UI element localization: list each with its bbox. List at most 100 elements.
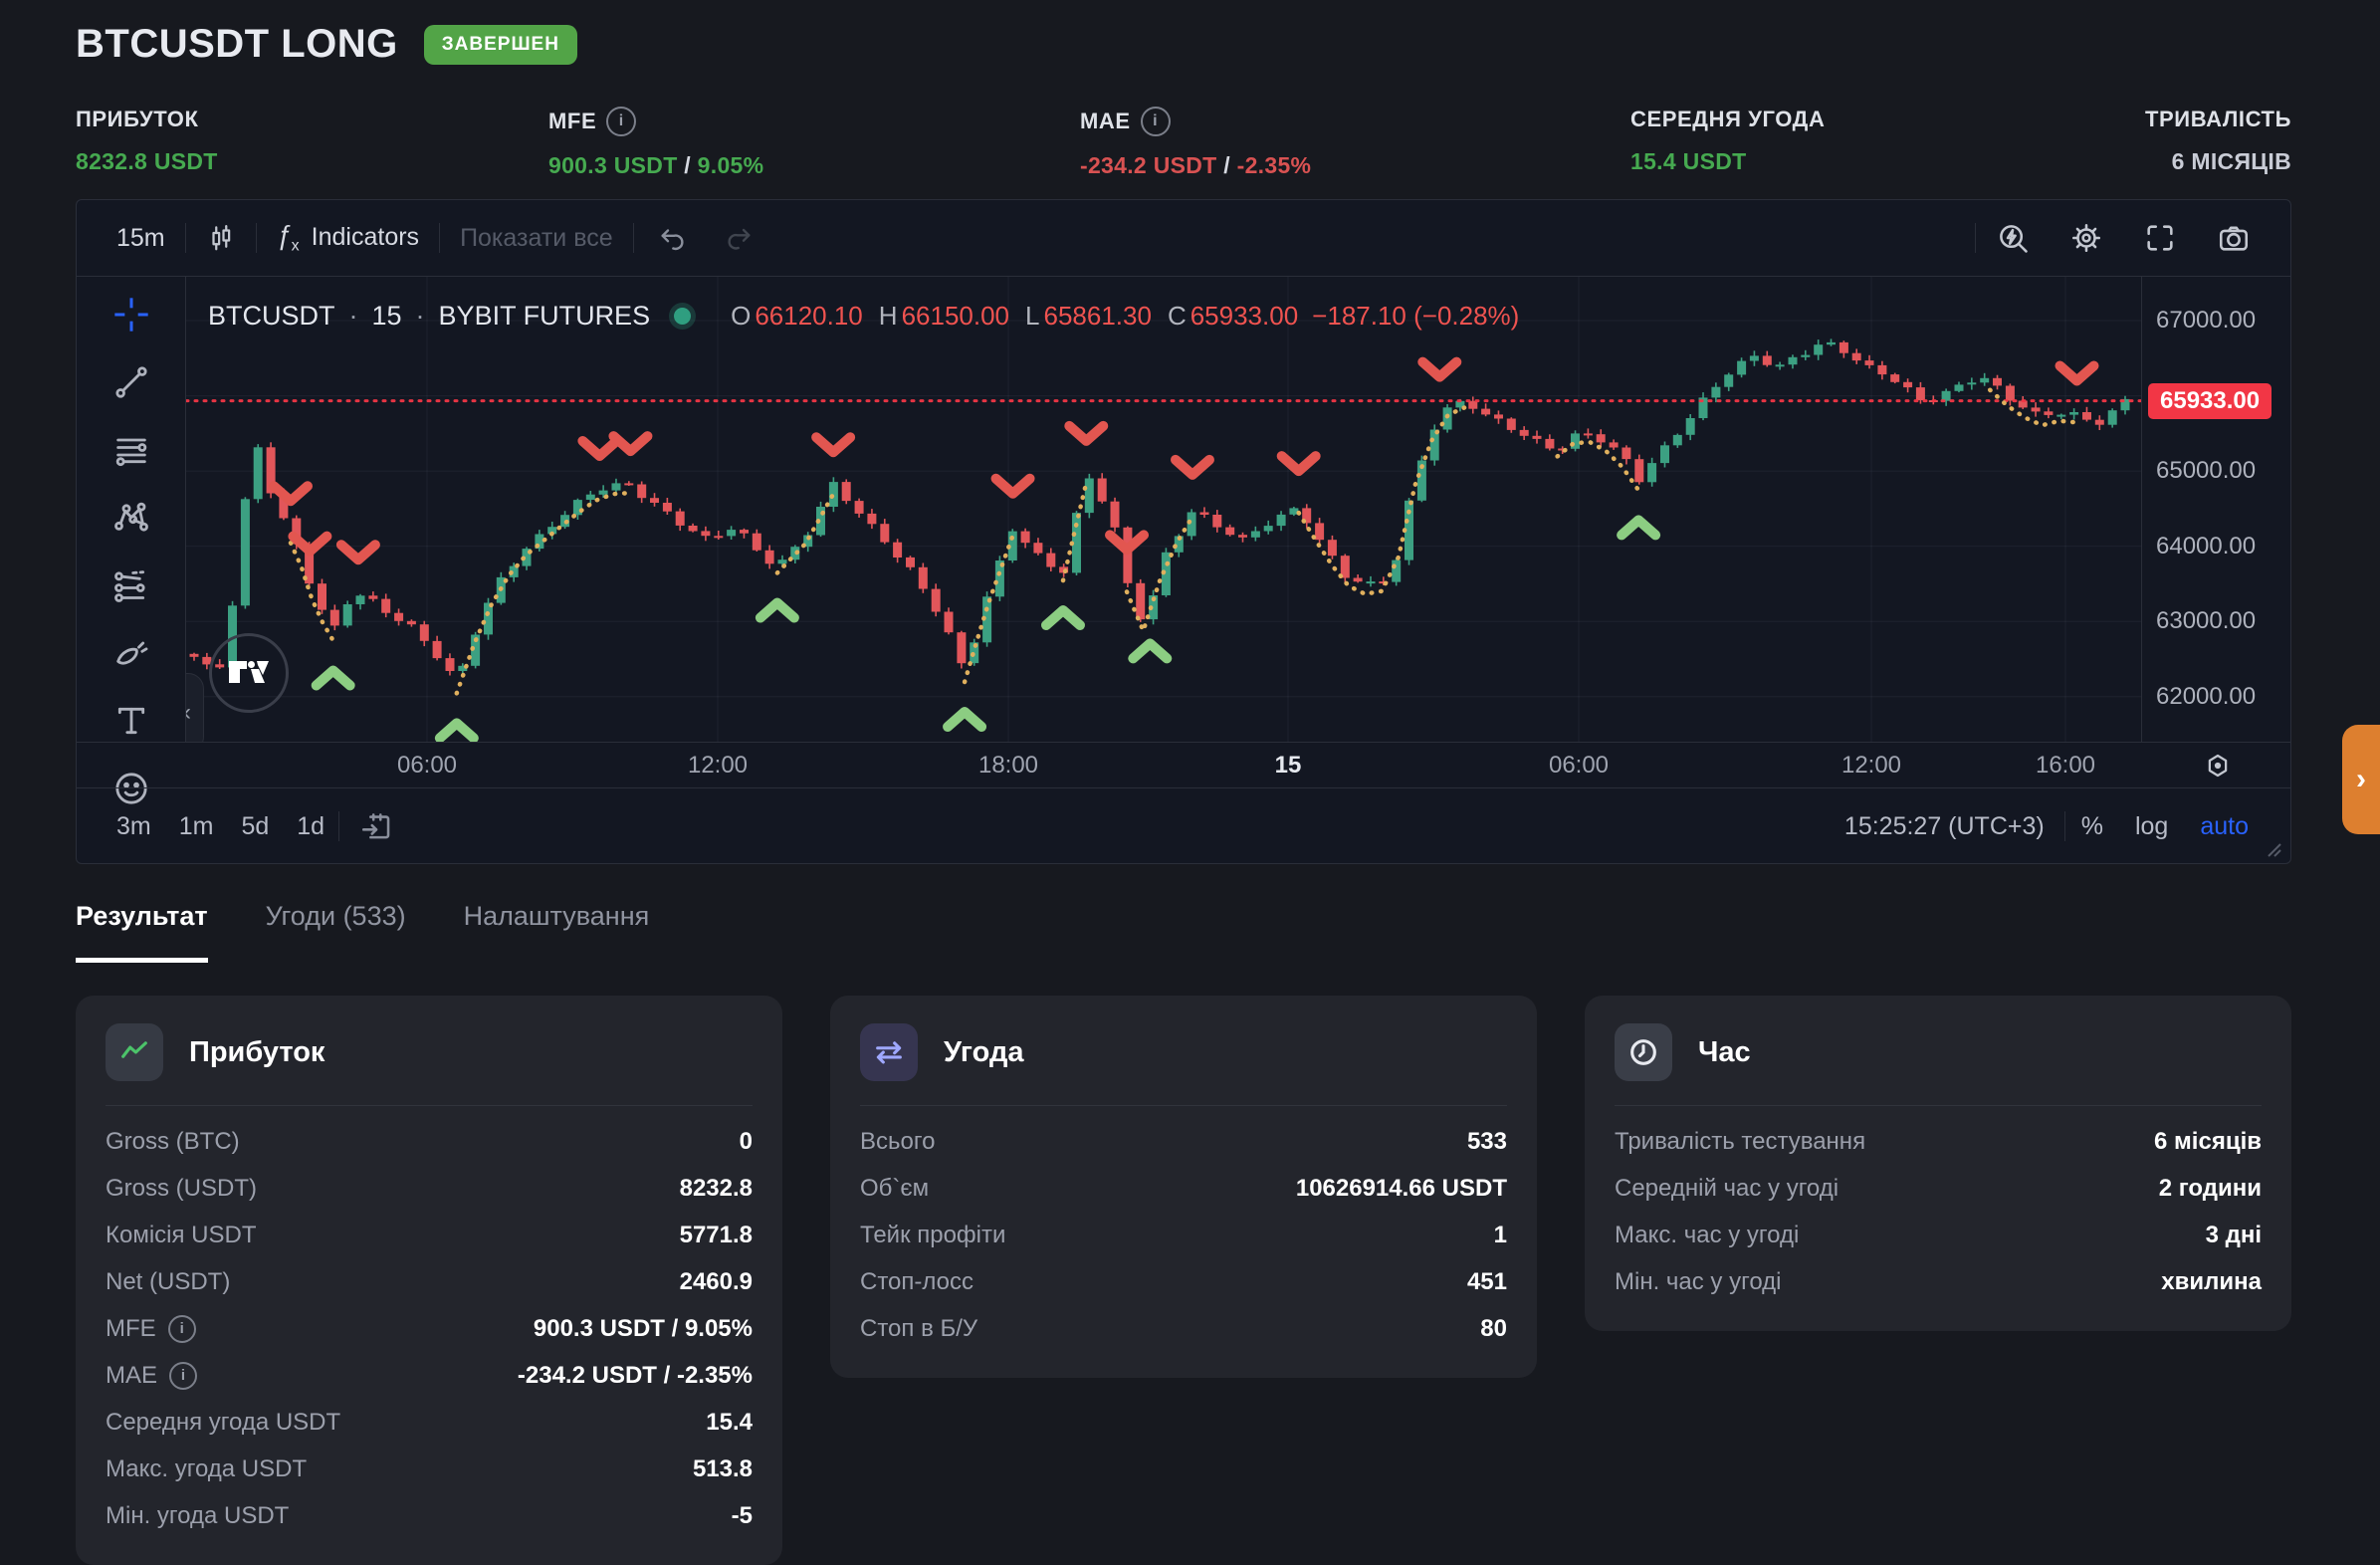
tab-active[interactable]: Результат [76,901,208,963]
legend-ohlc: O 66120.10 H 66150.00 L 65861.30 C 65933.00 … [731,301,1520,331]
stat-row-label: Стоп-лосс [860,1267,974,1295]
collapse-toolbar-handle[interactable]: ‹ [186,673,204,742]
stat-row: Середня угода USDT 15.4 [106,1399,753,1446]
trade-card-header: Угода [860,996,1507,1106]
brush-icon [115,641,147,665]
x-axis-label: 06:00 [396,752,458,779]
chart-plot[interactable]: BTCUSDT · 15 · BYBIT FUTURES O 66120.10 H… [186,277,2141,742]
chart-mid: BTCUSDT · 15 · BYBIT FUTURES O 66120.10 H… [77,277,2290,804]
range-button[interactable]: 1d [297,811,325,840]
legend-symbol[interactable]: BTCUSDT [208,301,335,331]
stat-row-value: 15.4 [706,1408,753,1436]
stat-row-label: Комісія USDT [106,1221,257,1248]
x-axis-label: 16:00 [2035,752,2096,779]
clock-display[interactable]: 15:25:27 (UTC+3) [1843,811,2045,840]
tradingview-watermark [209,633,289,713]
fullscreen-button[interactable] [2123,221,2197,255]
divider [184,223,186,253]
smiley-icon [114,773,147,804]
trade-card-rows: Всього 533 Об`єм 10626914.66 USDT Тейк профі… [860,1106,1507,1378]
axis-settings-icon[interactable] [2203,751,2233,785]
text-tool[interactable] [109,701,153,741]
time-icon [1615,1023,1672,1081]
chart-style-button[interactable] [186,223,256,253]
stat-row-value: -5 [731,1501,753,1529]
result-tabs: Результат Угоди (533) Налаштування [76,901,649,963]
side-panel-toggle[interactable]: › [2342,725,2380,834]
stat-row: Gross (BTC) 0 [106,1118,753,1165]
info-icon[interactable]: i [1140,107,1171,136]
resize-handle-icon[interactable] [2261,836,2282,858]
redo-icon [728,228,751,250]
interval-button[interactable]: 15m [116,223,165,252]
trend-line-icon [114,366,147,398]
range-button[interactable]: 3m [116,811,151,840]
info-icon[interactable]: i [167,1314,196,1343]
tab-item[interactable]: Налаштування [463,901,650,931]
stat-row: Стоп в Б/У 80 [860,1305,1507,1352]
stat-mfe: MFE i 900.3 USDT / 9.05% [548,107,763,179]
profit-icon [106,1023,163,1081]
stat-profit: ПРИБУТОК 8232.8 USDT [76,107,218,175]
stat-row-label: Стоп в Б/У [860,1314,978,1342]
stat-avg-trade-value: 15.4 USDT [1630,148,1747,174]
stat-row-value: 10626914.66 USDT [1295,1174,1507,1202]
x-axis-label: 12:00 [1840,752,1902,779]
chart-footer: 3m 1m 5d 1d 15:25:27 (UTC+3) % log auto [77,787,2290,864]
stat-avg-trade-label: СЕРЕДНЯ УГОДА [1630,107,1826,131]
stat-row-value: 2460.9 [679,1267,753,1295]
y-axis-label: 64000.00 [2156,532,2257,559]
stat-mae-value: -234.2 USDT / -2.35% [1080,152,1312,178]
redo-button[interactable] [706,222,777,254]
settings-button[interactable] [2050,221,2123,255]
stat-row: Мін. час у угоді хвилина [1615,1258,2262,1305]
info-icon[interactable]: i [606,107,637,136]
stat-row-label: Net (USDT) [106,1267,231,1295]
stat-row-value: 3 дні [2205,1221,2262,1248]
forecast-tool[interactable] [109,565,153,605]
undo-icon [661,228,684,250]
stat-row: Net (USDT) 2460.9 [106,1258,753,1305]
range-button[interactable]: 1m [178,811,214,840]
stat-row-label: MAE i [106,1361,198,1390]
stat-row-label: Середній час у угоді [1615,1174,1839,1202]
profit-card-title: Прибуток [189,1035,325,1068]
trend-line-tool[interactable] [109,362,153,402]
emoji-tool[interactable] [109,769,153,808]
undo-button[interactable] [634,6,706,471]
go-to-date-button[interactable] [339,594,413,1059]
divider [439,223,441,253]
fib-lines-icon [115,438,146,467]
range-buttons: 3m 1m 5d 1d [103,812,338,841]
page-title: BTCUSDT LONG [76,22,398,66]
info-icon[interactable]: i [169,1361,198,1390]
brush-tool[interactable] [109,633,153,673]
time-axis[interactable]: 06:00 12:00 18:00 15 06:00 12:00 16:00 [77,742,2290,787]
quick-search-button[interactable] [1976,221,2050,255]
page-header: BTCUSDT LONG ЗАВЕРШЕН [76,22,577,67]
show-all-button[interactable]: Показати все [460,223,613,252]
stat-row-label: Всього [860,1127,936,1155]
auto-scale-button[interactable]: auto [2200,811,2249,840]
y-axis-label: 67000.00 [2156,307,2257,335]
stat-row-value: 451 [1466,1267,1507,1295]
stat-mae-label: MAE [1080,109,1131,133]
camera-icon [2219,226,2249,251]
y-axis-label: 62000.00 [2156,682,2257,710]
status-badge: ЗАВЕРШЕН [423,24,577,65]
pattern-tool[interactable] [109,498,153,538]
candlestick-chart [186,277,2141,742]
screenshot-button[interactable] [2197,221,2271,255]
y-axis-label: 65000.00 [2156,457,2257,485]
log-scale-button[interactable]: log [2134,811,2169,840]
tab-item[interactable]: Угоди (533) [265,901,406,931]
crosshair-tool[interactable] [109,295,153,335]
fib-tool[interactable] [109,430,153,470]
stat-row-label: Gross (BTC) [106,1127,240,1155]
price-axis[interactable]: 65933.00 67000.00 65000.00 64000.00 63000.0… [2141,277,2290,742]
indicators-button[interactable]: ƒx Indicators [276,220,420,255]
stat-row-label: Об`єм [860,1174,930,1202]
percent-scale-button[interactable]: % [2080,811,2103,840]
divider [632,223,634,253]
range-button[interactable]: 5d [241,811,270,840]
